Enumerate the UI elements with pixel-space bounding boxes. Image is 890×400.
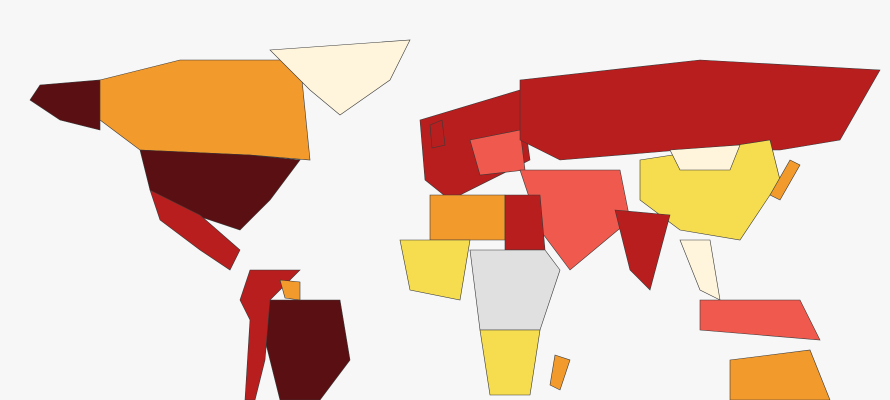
country-region: [99, 59, 311, 161]
country-region: [549, 354, 571, 391]
country-region: [429, 194, 506, 241]
country-region: [469, 249, 561, 331]
country-region: [149, 189, 241, 271]
country-region: [639, 139, 781, 241]
country-region: [279, 279, 301, 301]
country-region: [519, 59, 881, 161]
country-region: [769, 159, 801, 201]
country-region: [479, 329, 541, 396]
country-region: [239, 269, 301, 400]
country-region: [729, 349, 831, 400]
country-region: [669, 144, 741, 171]
country-region: [269, 39, 411, 116]
country-region: [699, 299, 821, 341]
country-region: [399, 239, 471, 301]
country-region: [614, 209, 671, 291]
country-region: [504, 194, 546, 251]
country-region: [429, 119, 446, 149]
